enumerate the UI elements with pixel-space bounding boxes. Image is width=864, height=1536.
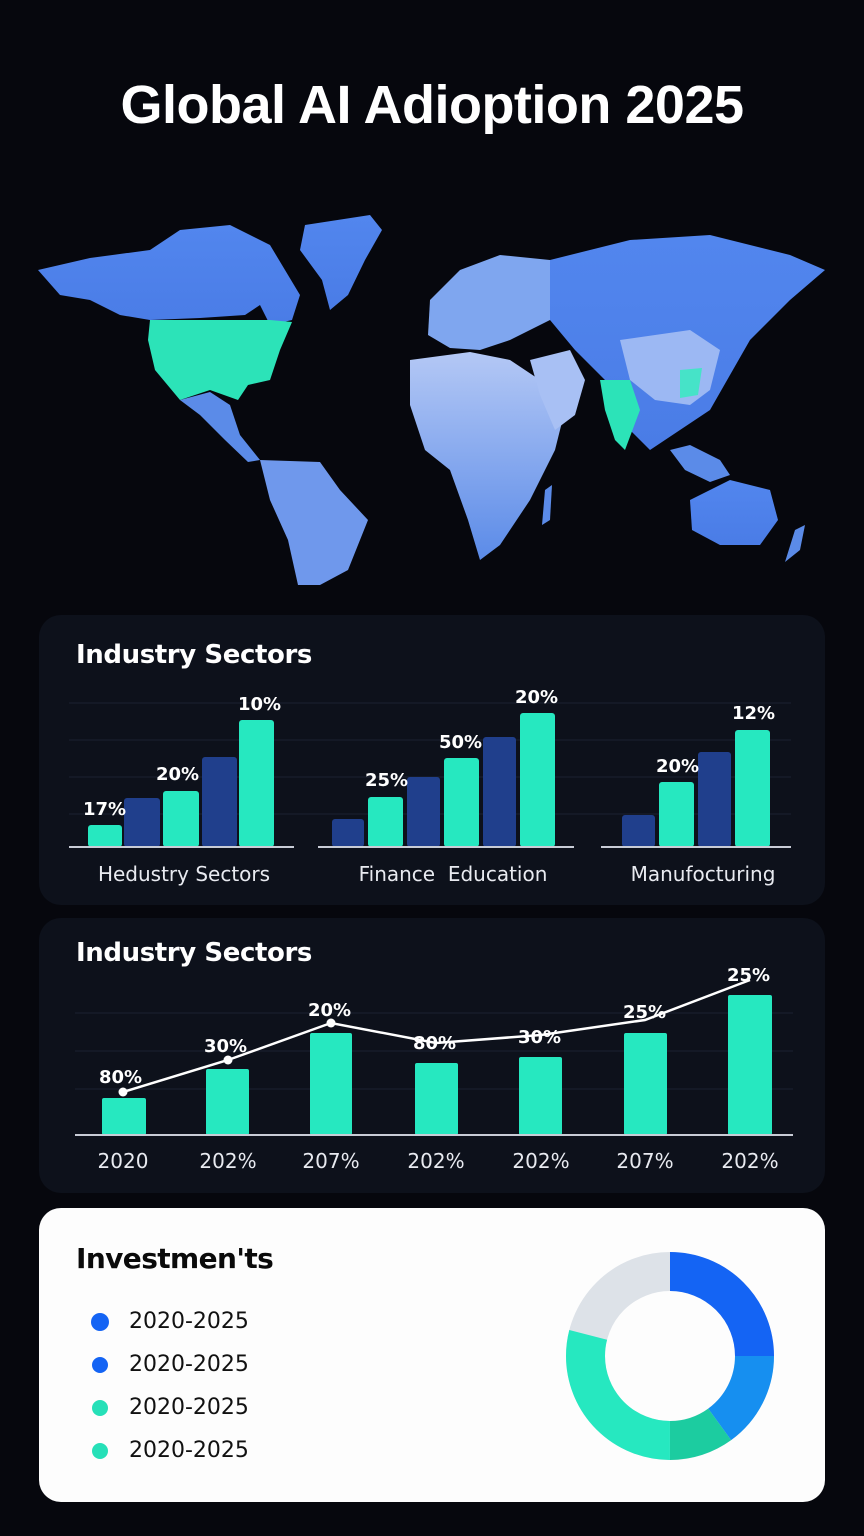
bar-value-label: 12% <box>732 703 775 724</box>
north-america-north-shape <box>38 225 300 325</box>
group-label: Hedustry Sectors <box>98 862 270 886</box>
bar-group-2 <box>318 713 574 848</box>
legend-item: 2020-2025 <box>91 1300 249 1343</box>
point-label: 30% <box>518 1027 561 1048</box>
trend-bars <box>102 995 772 1135</box>
legend-label: 2020-2025 <box>129 1438 249 1463</box>
central-america-shape <box>180 392 260 462</box>
trend-card: Industry Sectors 80% 30% 20% 80% 30% 25% <box>39 918 825 1193</box>
usa-shape <box>148 320 292 400</box>
legend-label: 2020-2025 <box>129 1395 249 1420</box>
legend-dot-icon <box>91 1312 109 1331</box>
bar-group-3 <box>601 730 791 848</box>
group-label: Finance Education <box>359 862 548 886</box>
bar-value-label: 20% <box>515 687 558 708</box>
investments-card: Investmen'ts 2020-2025 2020-2025 2020-20… <box>39 1208 825 1502</box>
investments-donut-chart <box>566 1252 774 1460</box>
card-title: Industry Sectors <box>76 640 312 670</box>
legend-dot-icon <box>92 1356 108 1373</box>
page-title: Global AI Adioption 2025 <box>120 75 744 135</box>
bar-value-label: 25% <box>365 770 408 791</box>
point-label: 20% <box>308 1000 351 1021</box>
legend-item: 2020-2025 <box>91 1343 249 1386</box>
point-label: 80% <box>99 1067 142 1088</box>
bar-group-1 <box>69 720 294 848</box>
bar-value-label: 20% <box>656 756 699 777</box>
africa-shape <box>410 352 565 560</box>
card-title: Investmen'ts <box>76 1242 274 1275</box>
bar-value-label: 50% <box>439 732 482 753</box>
europe-shape <box>428 255 550 350</box>
bar-value-label: 20% <box>156 764 199 785</box>
legend-label: 2020-2025 <box>129 1309 249 1334</box>
x-tick-label: 207% <box>302 1149 359 1173</box>
legend-label: 2020-2025 <box>129 1352 249 1377</box>
bar-value-label: 17% <box>83 799 126 820</box>
australia-shape <box>690 480 778 545</box>
x-tick-label: 202% <box>721 1149 778 1173</box>
industry-sectors-card: Industry Sectors <box>39 615 825 905</box>
south-america-shape <box>260 460 368 585</box>
bar-value-label: 10% <box>238 694 281 715</box>
world-map <box>38 215 825 585</box>
trend-chart: 80% 30% 20% 80% 30% 25% 25% 2020 202% 20… <box>75 965 793 1173</box>
point-label: 80% <box>413 1033 456 1054</box>
legend-dot-icon <box>92 1399 108 1416</box>
china-east-highlight <box>680 368 702 398</box>
x-tick-label: 207% <box>616 1149 673 1173</box>
x-tick-label: 2020 <box>98 1149 149 1173</box>
middle-east-shape <box>530 350 585 430</box>
x-tick-label: 202% <box>199 1149 256 1173</box>
madagascar-shape <box>542 485 552 525</box>
greenland-shape <box>300 215 382 310</box>
trend-points <box>118 1018 336 1097</box>
india-shape <box>600 380 640 450</box>
legend-item: 2020-2025 <box>91 1386 249 1429</box>
sector-bar-chart: 17% 20% 10% 25% 50% 20% 20% 12% Hedustry… <box>69 687 791 886</box>
point-label: 25% <box>623 1002 666 1023</box>
point-label: 30% <box>204 1036 247 1057</box>
legend-dot-icon <box>92 1442 108 1459</box>
southeast-asia-shape <box>670 445 730 482</box>
new-zealand-shape <box>785 525 805 562</box>
legend: 2020-2025 2020-2025 2020-2025 2020-2025 <box>91 1300 249 1472</box>
point-label: 25% <box>727 965 770 986</box>
x-tick-label: 202% <box>512 1149 569 1173</box>
x-tick-label: 202% <box>407 1149 464 1173</box>
card-title: Industry Sectors <box>76 938 312 968</box>
legend-item: 2020-2025 <box>91 1429 249 1472</box>
group-label: Manufocturing <box>631 862 776 886</box>
